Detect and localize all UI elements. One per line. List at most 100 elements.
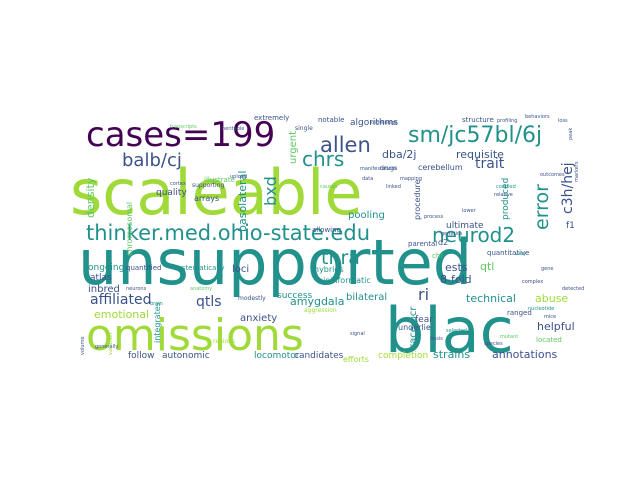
- word: scaleable: [70, 156, 362, 229]
- word: neurod2: [432, 223, 515, 247]
- word: loss: [558, 118, 568, 124]
- word: d2: [438, 238, 448, 247]
- word: peak: [568, 128, 574, 140]
- word: ests: [445, 261, 468, 274]
- word: sm/jc57bl/6j: [408, 123, 542, 148]
- word: anxiety: [240, 313, 277, 324]
- word: located: [536, 336, 562, 344]
- word: detected: [562, 286, 584, 292]
- word: 8-fold: [440, 273, 472, 286]
- word: coupled: [496, 184, 516, 190]
- word: outcomes: [540, 172, 565, 178]
- word: requisite: [456, 148, 504, 161]
- word: integrates: [153, 302, 162, 343]
- word: race-pcr: [408, 306, 419, 348]
- word: parental: [408, 240, 437, 248]
- word: underlie: [398, 323, 431, 332]
- word: species: [484, 341, 503, 347]
- word: modestly: [238, 295, 266, 302]
- word: omissions: [86, 310, 304, 361]
- word: allowing: [312, 226, 341, 234]
- word: bxd: [261, 176, 280, 206]
- word: vary: [515, 251, 526, 257]
- word: drugs: [380, 165, 397, 172]
- word: brain: [150, 301, 163, 307]
- word: markers: [574, 161, 580, 182]
- word: density: [84, 177, 97, 218]
- word: selected: [446, 328, 467, 334]
- word: supporting: [192, 182, 225, 189]
- word: genetics: [441, 231, 463, 237]
- word: lower: [462, 208, 477, 214]
- word: ongoing: [88, 263, 124, 273]
- word: nucleotide: [528, 306, 554, 312]
- word: bilateral: [346, 292, 387, 303]
- word: ranged: [507, 309, 532, 317]
- word: relative: [494, 192, 513, 198]
- word: process: [424, 214, 444, 220]
- word: emotional: [94, 308, 149, 321]
- word: quantitative: [487, 249, 529, 257]
- word: basolateral: [236, 171, 249, 232]
- word: thinker.med.ohio-state.edu: [86, 221, 370, 245]
- word: extremely: [254, 114, 289, 122]
- word: pooling: [348, 210, 385, 221]
- word: complex: [522, 279, 543, 285]
- word: cerebellum: [418, 163, 463, 172]
- word: affiliated: [90, 292, 151, 308]
- word: signal: [350, 331, 365, 337]
- word: quantified: [126, 264, 161, 272]
- word: mice: [544, 314, 556, 320]
- word: trait: [475, 156, 505, 172]
- word: chr: [432, 252, 443, 260]
- word: bioinformatic: [318, 276, 371, 285]
- word: loci: [232, 264, 249, 275]
- word: data: [362, 176, 373, 182]
- word: transcripts: [170, 124, 197, 130]
- word: mutant: [500, 334, 518, 340]
- word: completion: [378, 351, 428, 361]
- word: algorithms: [350, 118, 398, 128]
- word: helpful: [537, 320, 575, 333]
- word: thra: [321, 247, 360, 269]
- word: volume: [80, 336, 86, 355]
- word: chromosomal: [125, 202, 134, 256]
- word: balb/cj: [122, 150, 182, 171]
- word: technical: [466, 292, 516, 305]
- word: mapping: [400, 176, 422, 182]
- word: ri: [418, 285, 429, 304]
- word: qtl: [480, 260, 494, 273]
- word: upload: [230, 174, 247, 180]
- word: chrs: [302, 147, 344, 171]
- word: strains: [433, 348, 470, 361]
- word: hybrids: [314, 265, 344, 274]
- word: amygdala: [290, 295, 344, 308]
- word: single: [295, 125, 313, 132]
- word: autonomic: [162, 351, 210, 361]
- word: abuse: [535, 292, 568, 305]
- word: produced: [501, 178, 511, 220]
- word: basis: [430, 336, 443, 342]
- word: systematically: [174, 264, 224, 272]
- word: error: [531, 184, 553, 230]
- word: locomotor: [254, 351, 300, 361]
- word: f1: [566, 221, 575, 231]
- word: efforts: [343, 355, 369, 364]
- word: cases=199: [86, 115, 275, 155]
- word: qtls: [196, 294, 222, 310]
- word: causes: [320, 184, 338, 190]
- word: fear: [415, 315, 433, 325]
- word: blac: [385, 294, 514, 367]
- word: unsupported: [78, 226, 472, 299]
- word: structure: [462, 116, 494, 124]
- word: inbred: [88, 284, 120, 295]
- word: neurons: [126, 286, 147, 292]
- word: regions: [213, 338, 235, 345]
- word: follow: [128, 351, 155, 361]
- word: candidates: [294, 351, 344, 361]
- word: dba/2j: [382, 148, 416, 161]
- word: annotations: [492, 348, 558, 361]
- word: cortex: [170, 181, 186, 187]
- word: urgent: [288, 131, 299, 164]
